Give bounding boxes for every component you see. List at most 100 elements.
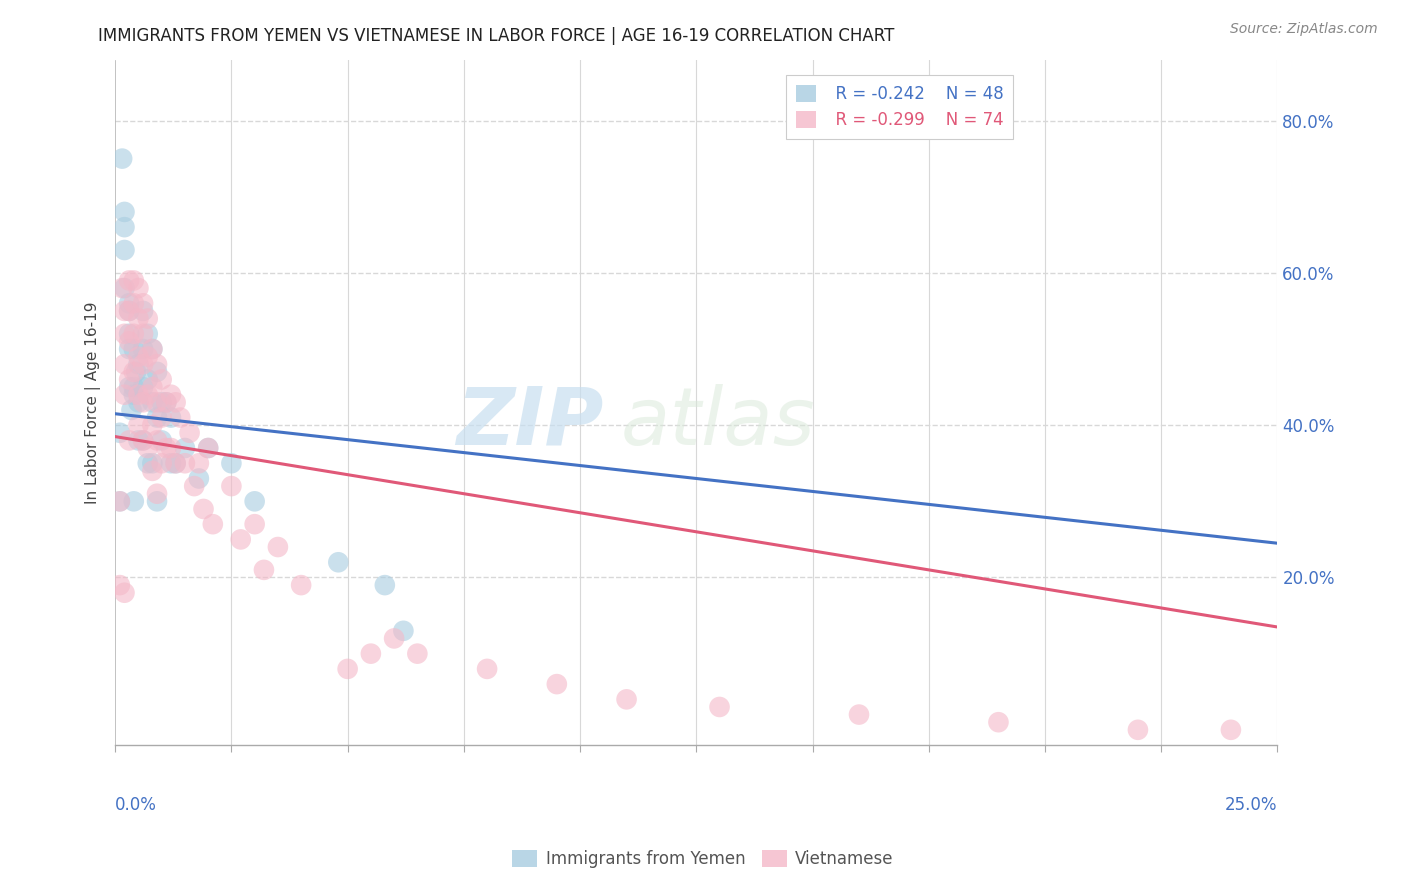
Point xyxy=(374,578,396,592)
Point xyxy=(169,410,191,425)
Point xyxy=(221,479,243,493)
Point xyxy=(132,304,155,318)
Point xyxy=(118,304,141,318)
Point xyxy=(122,273,145,287)
Point xyxy=(146,395,169,409)
Point xyxy=(136,326,159,341)
Point xyxy=(114,281,136,295)
Point xyxy=(132,326,155,341)
Point xyxy=(141,464,163,478)
Point xyxy=(114,304,136,318)
Legend:   R = -0.242    N = 48,   R = -0.299    N = 74: R = -0.242 N = 48, R = -0.299 N = 74 xyxy=(786,75,1014,139)
Point xyxy=(336,662,359,676)
Point xyxy=(127,387,149,401)
Point xyxy=(127,281,149,295)
Point xyxy=(165,395,187,409)
Point xyxy=(1126,723,1149,737)
Point xyxy=(136,456,159,470)
Point xyxy=(127,350,149,364)
Point xyxy=(136,372,159,386)
Point xyxy=(360,647,382,661)
Point xyxy=(122,326,145,341)
Point xyxy=(118,434,141,448)
Point xyxy=(122,387,145,401)
Point xyxy=(118,380,141,394)
Point xyxy=(127,357,149,371)
Point xyxy=(127,434,149,448)
Point xyxy=(253,563,276,577)
Point xyxy=(118,296,141,310)
Point xyxy=(127,418,149,433)
Point xyxy=(382,632,405,646)
Point xyxy=(201,517,224,532)
Point xyxy=(267,540,290,554)
Point xyxy=(125,365,148,379)
Text: ZIP: ZIP xyxy=(456,384,603,462)
Point xyxy=(118,304,141,318)
Point xyxy=(150,434,173,448)
Point xyxy=(114,387,136,401)
Point xyxy=(118,334,141,349)
Text: atlas: atlas xyxy=(621,384,815,462)
Point xyxy=(108,578,131,592)
Point xyxy=(108,494,131,508)
Legend: Immigrants from Yemen, Vietnamese: Immigrants from Yemen, Vietnamese xyxy=(506,843,900,875)
Point xyxy=(114,220,136,235)
Point xyxy=(290,578,312,592)
Point xyxy=(122,494,145,508)
Text: 0.0%: 0.0% xyxy=(115,797,157,814)
Point xyxy=(136,387,159,401)
Point xyxy=(392,624,415,638)
Point xyxy=(108,425,131,440)
Point xyxy=(132,434,155,448)
Point xyxy=(111,281,134,295)
Point xyxy=(174,456,197,470)
Point xyxy=(122,365,145,379)
Point xyxy=(150,456,173,470)
Point xyxy=(1219,723,1241,737)
Point xyxy=(141,456,163,470)
Point xyxy=(141,395,163,409)
Point xyxy=(114,205,136,219)
Point xyxy=(132,296,155,310)
Point xyxy=(160,410,183,425)
Point xyxy=(155,395,177,409)
Point xyxy=(132,342,155,356)
Point xyxy=(114,243,136,257)
Point xyxy=(146,486,169,500)
Point xyxy=(114,357,136,371)
Point xyxy=(136,311,159,326)
Point xyxy=(111,152,134,166)
Point xyxy=(165,456,187,470)
Point xyxy=(136,441,159,455)
Point xyxy=(114,585,136,599)
Point xyxy=(132,434,155,448)
Point xyxy=(132,395,155,409)
Point xyxy=(174,441,197,455)
Point xyxy=(146,357,169,371)
Point xyxy=(127,311,149,326)
Point xyxy=(118,273,141,287)
Point xyxy=(114,326,136,341)
Point xyxy=(197,441,219,455)
Point xyxy=(328,555,350,569)
Point xyxy=(132,380,155,394)
Point xyxy=(165,456,187,470)
Point xyxy=(616,692,638,706)
Point xyxy=(136,350,159,364)
Point xyxy=(546,677,568,691)
Point xyxy=(221,456,243,470)
Point xyxy=(146,365,169,379)
Point xyxy=(160,387,183,401)
Point xyxy=(243,517,266,532)
Point xyxy=(150,395,173,409)
Y-axis label: In Labor Force | Age 16-19: In Labor Force | Age 16-19 xyxy=(86,301,101,504)
Point xyxy=(155,441,177,455)
Point xyxy=(848,707,870,722)
Point xyxy=(155,395,177,409)
Point xyxy=(406,647,429,661)
Point xyxy=(127,395,149,409)
Point xyxy=(141,342,163,356)
Text: 25.0%: 25.0% xyxy=(1225,797,1278,814)
Point xyxy=(187,456,209,470)
